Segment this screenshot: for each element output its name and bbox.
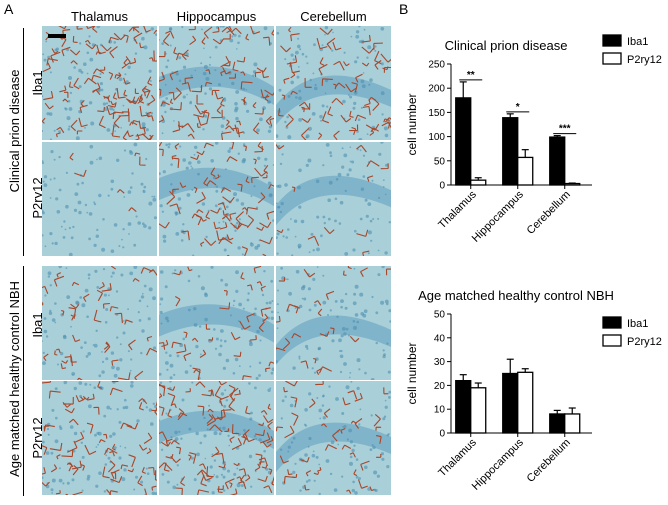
micrograph-tile bbox=[42, 142, 157, 256]
y-tick-label: 100 bbox=[428, 132, 445, 143]
micrograph-tile bbox=[42, 26, 157, 140]
y-tick-label: 50 bbox=[434, 310, 446, 321]
legend-label: P2ry12 bbox=[627, 336, 662, 348]
legend-swatch bbox=[602, 34, 622, 47]
y-tick-label: 250 bbox=[428, 60, 445, 71]
y-tick-label: 30 bbox=[434, 357, 446, 368]
y-tick-label: 50 bbox=[434, 156, 446, 167]
bar bbox=[455, 379, 472, 434]
group-label-clinical-prion: Clinical prion disease bbox=[7, 69, 22, 193]
y-tick-label: 150 bbox=[428, 108, 445, 119]
bar-chart-svg: Clinical prion disease cell number 0 50 100 1… bbox=[405, 34, 662, 245]
micrograph-tile bbox=[159, 142, 274, 256]
significance-stars: *** bbox=[559, 124, 571, 135]
group-divider-line bbox=[23, 266, 24, 496]
bar bbox=[564, 413, 581, 434]
panel-b-label: B bbox=[399, 1, 409, 17]
legend-label: P2ry12 bbox=[627, 54, 662, 66]
column-header-hippocampus: Hippocampus bbox=[176, 9, 257, 24]
y-tick-label: 10 bbox=[434, 405, 446, 416]
bar bbox=[502, 372, 519, 434]
legend-label: Iba1 bbox=[627, 36, 648, 48]
micrograph-tile bbox=[42, 266, 157, 380]
x-tick-label: Cerebellum bbox=[525, 189, 573, 237]
bar bbox=[549, 413, 566, 434]
micrograph-tile bbox=[276, 142, 391, 256]
x-tick-label: Thalamus bbox=[436, 188, 479, 231]
bar bbox=[502, 117, 519, 186]
bar bbox=[564, 182, 581, 186]
bar bbox=[549, 136, 566, 186]
micrograph-tile bbox=[276, 266, 391, 380]
chart-title: Clinical prion disease bbox=[445, 38, 568, 53]
bar bbox=[517, 156, 534, 186]
bar-chart-svg: Age matched healthy control NBH cell numb… bbox=[405, 288, 662, 493]
column-header-thalamus: Thalamus bbox=[70, 9, 129, 24]
chart-clinical-prion: Clinical prion disease cell number 0 50 100 1… bbox=[400, 28, 668, 258]
group-divider-line bbox=[23, 28, 24, 256]
bar bbox=[470, 387, 487, 434]
bar bbox=[470, 179, 487, 186]
scale-bar bbox=[48, 34, 66, 38]
y-tick-label: 0 bbox=[439, 429, 445, 440]
group-label-healthy-control: Age matched healthy control NBH bbox=[7, 281, 22, 477]
significance-stars: * bbox=[516, 102, 520, 113]
x-tick-label: Thalamus bbox=[436, 436, 479, 479]
micrograph-tile bbox=[276, 26, 391, 140]
micrograph-tile bbox=[159, 26, 274, 140]
micrograph-tile bbox=[159, 266, 274, 380]
y-axis-label: cell number bbox=[405, 342, 419, 404]
legend-swatch bbox=[602, 334, 622, 347]
chart-title: Age matched healthy control NBH bbox=[418, 288, 614, 303]
y-tick-label: 200 bbox=[428, 84, 445, 95]
legend-swatch bbox=[602, 316, 622, 329]
column-header-cerebellum: Cerebellum bbox=[300, 9, 367, 24]
significance-stars: ** bbox=[467, 70, 475, 81]
legend-swatch bbox=[602, 52, 622, 65]
micrograph-tile bbox=[159, 381, 274, 495]
bar bbox=[455, 97, 472, 186]
micrograph-tile bbox=[276, 381, 391, 495]
y-tick-label: 40 bbox=[434, 333, 446, 344]
y-tick-label: 20 bbox=[434, 381, 446, 392]
micrograph-tile bbox=[42, 381, 157, 495]
panel-a-label: A bbox=[4, 1, 14, 17]
y-axis-label: cell number bbox=[405, 93, 419, 155]
legend-label: Iba1 bbox=[627, 318, 648, 330]
chart-healthy-control: Age matched healthy control NBH cell numb… bbox=[400, 282, 668, 500]
x-tick-label: Cerebellum bbox=[525, 437, 573, 485]
bar bbox=[517, 371, 534, 434]
y-tick-label: 0 bbox=[439, 181, 445, 192]
